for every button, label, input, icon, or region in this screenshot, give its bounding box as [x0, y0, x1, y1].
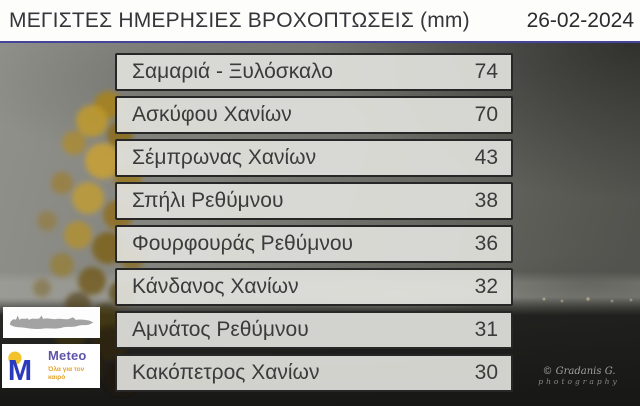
rainfall-value: 31	[474, 318, 498, 341]
meteo-brand-label: Meteo	[48, 348, 87, 364]
station-name: Κάνδανος Χανίων	[132, 275, 299, 298]
rainfall-value: 30	[474, 361, 498, 384]
watermark-name: © Gradanis G.	[542, 366, 616, 377]
rainfall-value: 74	[474, 60, 498, 83]
rainfall-value: 36	[474, 232, 498, 255]
station-name: Σαμαριά - Ξυλόσκαλο	[132, 60, 333, 83]
rainfall-row: Σπήλι Ρεθύμνου 38	[115, 182, 513, 220]
rainfall-row: Φουρφουράς Ρεθύμνου 36	[115, 225, 513, 263]
rainfall-value: 43	[474, 146, 498, 169]
header-separator-line	[0, 41, 640, 43]
photographer-watermark: © Gradanis G. photography	[524, 366, 634, 386]
rainfall-row: Σαμαριά - Ξυλόσκαλο 74	[115, 53, 513, 91]
station-name: Κακόπετρος Χανίων	[132, 361, 320, 384]
rainfall-value: 38	[474, 189, 498, 212]
rainfall-row: Κακόπετρος Χανίων 30	[115, 354, 513, 392]
meteo-tagline: Όλα για τον καιρό	[48, 365, 85, 382]
svg-text:M: M	[8, 355, 32, 384]
station-name: Σέμπρωνας Χανίων	[132, 146, 317, 169]
meteo-sun-m-icon: M	[8, 351, 32, 384]
page-title: ΜΕΓΙΣΤΕΣ ΗΜΕΡΗΣΙΕΣ ΒΡΟΧΟΠΤΩΣΕΙΣ (mm)	[9, 8, 470, 32]
rainfall-row: Κάνδανος Χανίων 32	[115, 268, 513, 306]
rainfall-value: 32	[474, 275, 498, 298]
date-label: 26-02-2024	[526, 8, 634, 32]
header-bar: ΜΕΓΙΣΤΕΣ ΗΜΕΡΗΣΙΕΣ ΒΡΟΧΟΠΤΩΣΕΙΣ (mm) 26-…	[0, 0, 640, 41]
station-name: Αμνάτος Ρεθύμνου	[132, 318, 309, 341]
crete-map-box	[3, 307, 100, 338]
station-name: Σπήλι Ρεθύμνου	[132, 189, 284, 212]
rainfall-row: Σέμπρωνας Χανίων 43	[115, 139, 513, 177]
rainfall-row: Αμνάτος Ρεθύμνου 31	[115, 311, 513, 349]
station-name: Ασκύφου Χανίων	[132, 103, 292, 126]
rainfall-value: 70	[474, 103, 498, 126]
station-name: Φουρφουράς Ρεθύμνου	[132, 232, 353, 255]
rainfall-ranking-list: Σαμαριά - Ξυλόσκαλο 74 Ασκύφου Χανίων 70 Σέμ…	[115, 53, 513, 397]
watermark-photography-label: photography	[538, 377, 620, 386]
crete-map-icon	[9, 315, 93, 330]
meteo-logo-box: M Meteo Όλα για τον καιρό	[2, 344, 100, 388]
rainfall-row: Ασκύφου Χανίων 70	[115, 96, 513, 134]
